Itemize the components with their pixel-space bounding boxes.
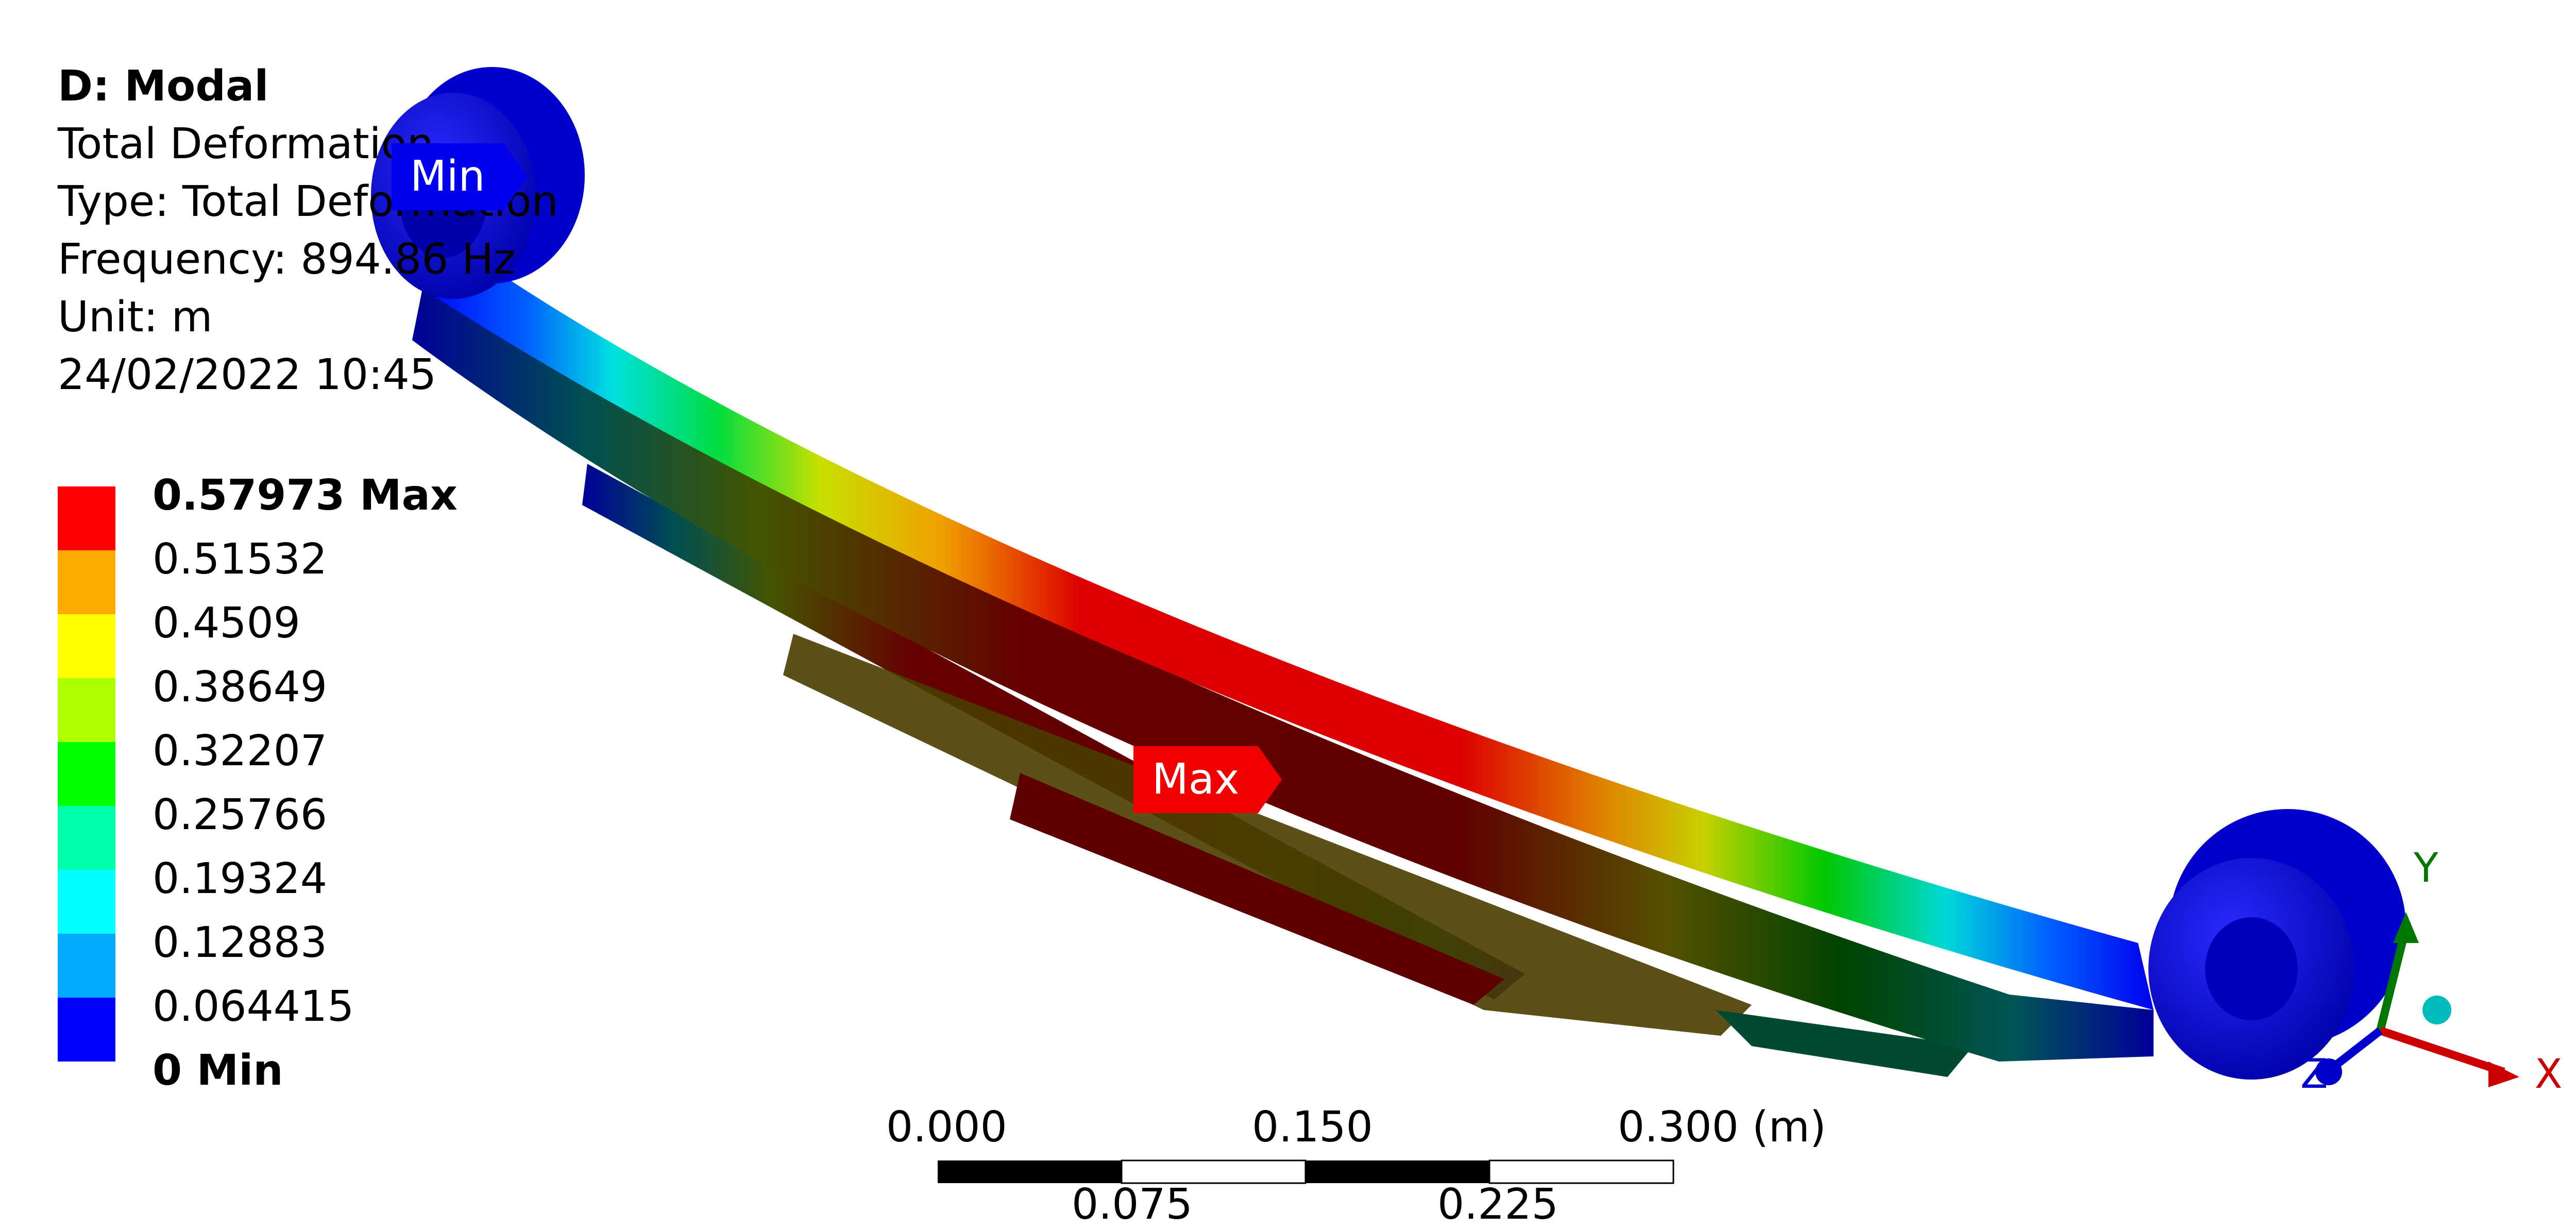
legend-label: 0.19324 bbox=[152, 854, 328, 903]
result-timestamp: 24/02/2022 10:45 bbox=[58, 350, 436, 399]
legend-swatch bbox=[58, 742, 115, 806]
analysis-title: D: Modal bbox=[58, 62, 269, 111]
legend-label: 0.32207 bbox=[152, 727, 328, 776]
result-name: Total Deformation bbox=[58, 120, 434, 169]
result-frequency: Frequency: 894.86 Hz bbox=[58, 235, 516, 284]
legend-label: 0.51532 bbox=[152, 535, 328, 584]
max-probe-tag[interactable]: Max bbox=[1133, 746, 1281, 813]
result-info-panel: D: Modal Total Deformation Type: Total D… bbox=[58, 58, 558, 404]
legend-label: 0.38649 bbox=[152, 663, 328, 712]
scale-bar bbox=[938, 1159, 1674, 1184]
legend-swatch bbox=[58, 614, 115, 678]
legend-label: 0.12883 bbox=[152, 918, 328, 967]
scale-label: 0.225 bbox=[1437, 1180, 1558, 1229]
legend-label-min: 0 Min bbox=[152, 1046, 283, 1095]
color-legend-bar[interactable] bbox=[58, 486, 115, 1062]
legend-swatch bbox=[58, 870, 115, 934]
min-probe-tag[interactable]: Min bbox=[392, 143, 527, 210]
scale-label: 0.150 bbox=[1252, 1103, 1373, 1152]
legend-swatch bbox=[58, 806, 115, 870]
axis-label-z: Z bbox=[2300, 1051, 2328, 1098]
legend-label-max: 0.57973 Max bbox=[152, 471, 457, 520]
axis-label-y: Y bbox=[2414, 845, 2438, 891]
legend-swatch bbox=[58, 486, 115, 550]
legend-swatch bbox=[58, 550, 115, 614]
scale-label: 0.075 bbox=[1072, 1180, 1193, 1229]
scale-label: 0.300 (m) bbox=[1618, 1103, 1826, 1152]
legend-swatch bbox=[58, 998, 115, 1062]
axis-label-x: X bbox=[2535, 1051, 2563, 1098]
scale-label: 0.000 bbox=[886, 1103, 1007, 1152]
legend-swatch bbox=[58, 678, 115, 742]
legend-label: 0.064415 bbox=[152, 982, 354, 1031]
result-unit: Unit: m bbox=[58, 293, 213, 342]
legend-label: 0.25766 bbox=[152, 790, 328, 839]
axis-triad-graphic bbox=[2315, 912, 2519, 1087]
legend-swatch bbox=[58, 934, 115, 998]
legend-label: 0.4509 bbox=[152, 599, 300, 648]
legend-labels: 0.57973 Max 0.51532 0.4509 0.38649 0.322… bbox=[152, 464, 457, 1103]
